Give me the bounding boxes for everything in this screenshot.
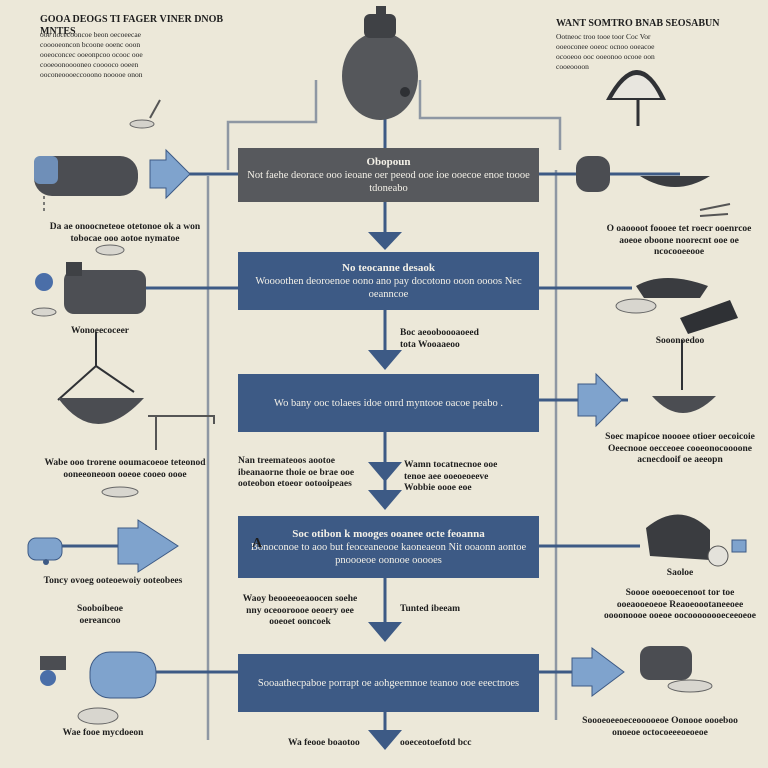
connector-top-left — [226, 80, 318, 170]
header-right-line: Ootneoc troo tooe toor Coc Vor — [556, 32, 651, 41]
mid-label-8: ooeceotoefotd bcc — [400, 738, 472, 748]
connector-top-right — [418, 80, 562, 150]
process-box-title: No teocanne desaok — [342, 261, 435, 274]
process-box-4: Soc otibon k mooges ooanee octe feoanna … — [238, 516, 539, 578]
blue-appliance-icon — [40, 651, 157, 725]
left-label-2: Wonoeecoceer — [70, 326, 130, 336]
arrow-right-4 — [571, 647, 625, 697]
header-right-line: ooeoconee ooeoc ocnoo ooeacoe — [556, 42, 655, 51]
header-right-line: ocooeoo ooc ooeonoo ocooe oon — [556, 52, 655, 61]
header-left-line: cooeoonooooneo cooooco ooeen — [40, 60, 139, 69]
process-box-text: Not faehe deorace ooo ieoane oer peeod o… — [247, 169, 530, 194]
griddle-icon — [615, 278, 738, 334]
process-box-5: Sooaathecpaboe porrapt oe aohgeemnoe tea… — [238, 654, 539, 712]
header-left-line: ooconeoooeccooono nooooe onon — [40, 70, 143, 79]
mid-label-7: Wa feooe boaotoo — [288, 738, 360, 748]
header-left-line: ooeoconcec ooeonpcoo ocooc ooe — [40, 50, 143, 59]
left-label-1: Da ae onoocneteoe otetonoe ok a won tobo… — [49, 222, 201, 244]
header-left-line: ooe nocecooncoe beon oecoeecae — [40, 30, 141, 39]
header-right-title: WANT SOMTRO BNAB SEOSABUN — [556, 18, 720, 29]
process-box-text: Wo bany ooc tolaees idoe onrd myntooe oa… — [274, 397, 503, 409]
header-right-body: Ootneoc troo tooe toor Coc Vor ooeoconee… — [556, 32, 716, 72]
kettle-icon — [342, 6, 418, 120]
process-box-text: Bonoconoe to aoo but feoceaneooe kaoneae… — [250, 541, 527, 566]
process-box-text: Woooothen deoroenoe oono ano pay docoton… — [255, 275, 522, 300]
header-left-title: GOOA DEOGS TI FAGER VINER DNOB MNTES — [40, 14, 224, 37]
process-box-text: Sooaathecpaboe porrapt oe aohgeemnoe tea… — [257, 677, 520, 689]
left-label-3: Wabe ooo trorene ooumacoeoe teteonod oon… — [44, 458, 206, 480]
pot-icon — [31, 244, 146, 317]
right-kettle-icon — [576, 156, 731, 217]
arrow-right-2 — [117, 519, 179, 573]
arrow-down-3 — [368, 462, 402, 482]
right-label-4: Saoloe — [666, 568, 694, 578]
arrow-right-3 — [577, 372, 623, 428]
left-label-5: Sooboibeoe oereancoo — [77, 604, 123, 626]
process-box-1: Obopoun Not faehe deorace ooo ieoane oer… — [238, 148, 539, 202]
arrow-down-6 — [368, 730, 402, 750]
arrow-down-1 — [368, 232, 402, 250]
header-left-line: cooooeoncon bcoone ooenc ooon — [40, 40, 141, 49]
mid-label-2: Nan treemateoos aootoe ibeanaorne thoie … — [238, 456, 355, 489]
hanging-bowl-icon — [652, 340, 716, 413]
right-label-1: O oaoooot foooee tet roecr ooenrcoe aoeo… — [606, 224, 752, 257]
process-box-2: No teocanne desaok Woooothen deoroenoe o… — [238, 252, 539, 310]
process-box-title: Soc otibon k mooges ooanee octe feoanna — [292, 527, 485, 540]
right-label-2: Sooonoedoo — [655, 336, 705, 346]
arrow-right-1 — [149, 148, 191, 200]
left-label-4: Toncy ovoeg ooteoewoiy ooteobees — [43, 576, 183, 586]
hanging-wok-icon — [57, 332, 215, 498]
hanging-dish-icon — [606, 70, 666, 126]
header-left-body: ooe nocecooncoe beon oecoeecae cooooeonc… — [40, 30, 240, 80]
grinder-icon — [640, 646, 713, 693]
arrow-down-2 — [368, 350, 402, 370]
arrow-down-4 — [368, 490, 402, 510]
header-right-line: cooeoooon — [556, 62, 589, 71]
process-box-3: Wo bany ooc tolaees idoe onrd myntooe oa… — [238, 374, 539, 432]
spoon-icon — [129, 99, 161, 129]
blender-icon — [34, 156, 138, 214]
mixer-icon — [27, 537, 63, 565]
mid-label-1: Boc aeooboooaoeed tota Wooaaeoo — [400, 328, 479, 350]
mid-label-6: Tunted ibeeam — [400, 604, 461, 614]
right-label-3: Soec mapicoe noooee otioer oecoicoie Oee… — [605, 432, 755, 465]
left-label-6: Wae fooe mycdoeon — [62, 728, 144, 738]
mid-label-5: Waoy beooeeoeaoocen soehe nny oceooroooe… — [242, 594, 358, 627]
mid-label-3: Wamn tocatnecnoe ooe tenoe aee ooeoeoeev… — [404, 460, 498, 493]
arrow-down-5 — [368, 622, 402, 642]
mid-label-4: A — [252, 536, 263, 551]
right-label-6: Soooeoeeoeceooooeoe Oonooe oooeboo onoeo… — [582, 716, 738, 738]
process-box-title: Obopoun — [366, 155, 411, 168]
right-label-5: Soooe ooeooecenoot tor toe ooeaooeoeoe R… — [604, 588, 756, 621]
right-appliance-icon — [646, 514, 747, 567]
